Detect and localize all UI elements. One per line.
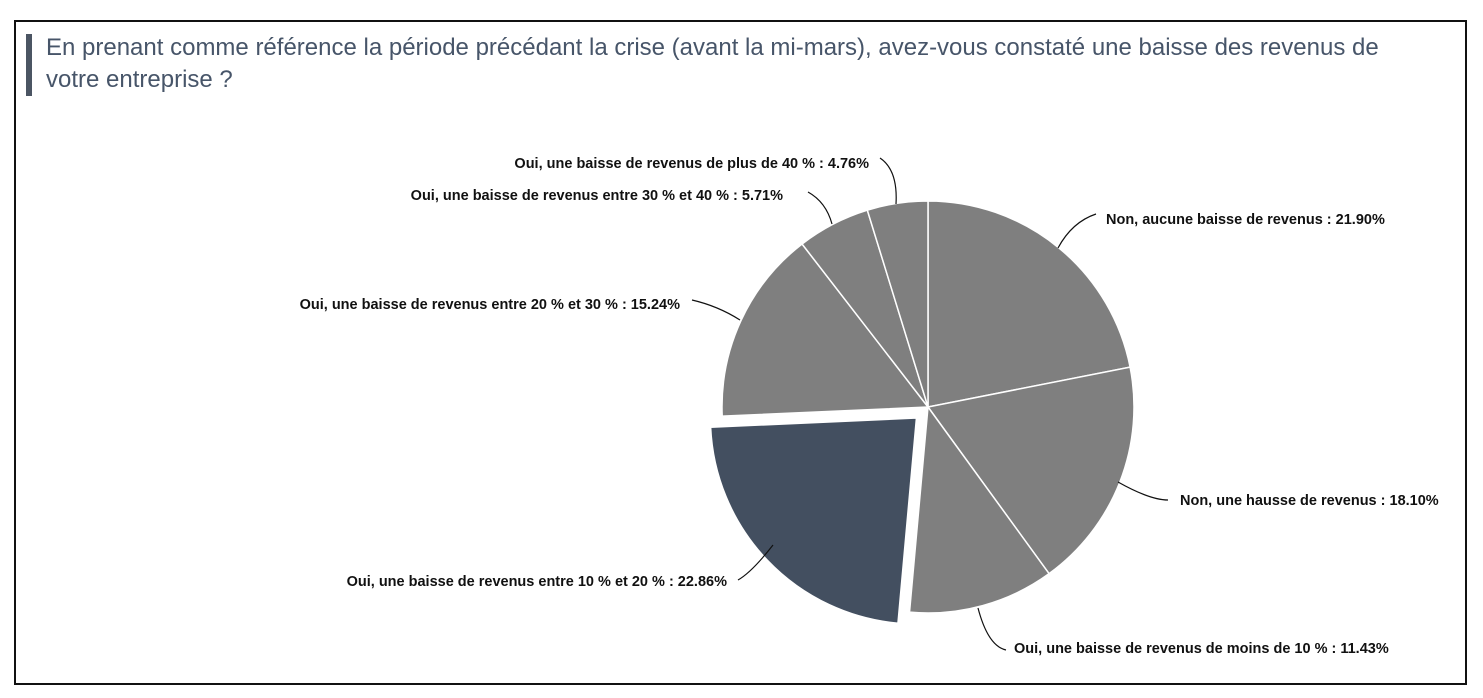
leader-line-1: [1057, 213, 1097, 249]
slice-label-3: Oui, une baisse de revenus de moins de 1…: [1014, 641, 1389, 657]
title-accent-bar: [26, 34, 32, 96]
slice-label-6: Oui, une baisse de revenus entre 30 % et…: [411, 188, 783, 204]
leader-line-3: [977, 607, 1007, 651]
leader-line-5: [691, 299, 741, 321]
slice-label-4: Oui, une baisse de revenus entre 10 % et…: [347, 574, 727, 590]
chart-title: En prenant comme référence la période pr…: [46, 34, 1379, 93]
pie-slice-3: [908, 404, 1051, 614]
slice-labels: Non, aucune baisse de revenus : 21.90% No…: [300, 156, 1439, 657]
pie-slice-4: [709, 417, 918, 625]
leader-line-7: [879, 157, 897, 205]
leader-line-2: [1117, 481, 1169, 501]
pie-slice-7: [866, 200, 929, 408]
pie-slice-5: [721, 242, 930, 417]
leader-line-6: [807, 191, 833, 225]
leader-lines: [691, 157, 1169, 651]
pie-slice-1: [927, 200, 1131, 408]
slice-label-1: Non, aucune baisse de revenus : 21.90%: [1106, 212, 1385, 228]
slice-label-7: Oui, une baisse de revenus de plus de 40…: [514, 156, 869, 172]
slice-label-5: Oui, une baisse de revenus entre 20 % et…: [300, 297, 680, 313]
leader-line-4: [737, 544, 774, 581]
slice-label-2: Non, une hausse de revenus : 18.10%: [1180, 493, 1439, 509]
pie-slices: [709, 200, 1135, 625]
pie-slice-2: [926, 366, 1135, 575]
